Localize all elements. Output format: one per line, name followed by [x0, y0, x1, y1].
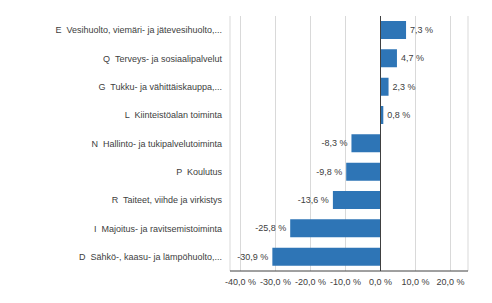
svg-text:R Taiteet, viihde ja virkisty: R Taiteet, viihde ja virkistys — [112, 195, 223, 205]
svg-text:10,0 %: 10,0 % — [401, 277, 429, 287]
svg-text:0,0 %: 0,0 % — [369, 277, 392, 287]
svg-text:N Hallinto- ja tukipalvelutoi: N Hallinto- ja tukipalvelutoiminta — [91, 139, 222, 149]
svg-text:L Kiinteistöalan toiminta: L Kiinteistöalan toiminta — [125, 110, 222, 120]
svg-text:0,8 %: 0,8 % — [387, 110, 410, 120]
svg-text:D Sähkö-, kaasu- ja lämpöhuol: D Sähkö-, kaasu- ja lämpöhuolto,... — [79, 252, 222, 262]
svg-text:-13,6 %: -13,6 % — [298, 195, 329, 205]
svg-text:7,3 %: 7,3 % — [410, 25, 433, 35]
svg-text:P Koulutus: P Koulutus — [176, 167, 222, 177]
svg-text:-8,3 %: -8,3 % — [321, 138, 347, 148]
svg-text:G Tukku- ja vähittäiskauppa,.: G Tukku- ja vähittäiskauppa,... — [98, 82, 222, 92]
svg-text:-30,9 %: -30,9 % — [237, 252, 268, 262]
svg-text:-20,0 %: -20,0 % — [295, 277, 326, 287]
svg-text:4,7 %: 4,7 % — [401, 53, 424, 63]
svg-text:-25,8 %: -25,8 % — [255, 223, 286, 233]
svg-text:-40,0 %: -40,0 % — [225, 277, 256, 287]
svg-text:I Majoitus- ja ravitsemistoim: I Majoitus- ja ravitsemistoiminta — [94, 224, 222, 234]
svg-text:2,3 %: 2,3 % — [393, 82, 416, 92]
svg-text:-9,8 %: -9,8 % — [316, 167, 342, 177]
svg-text:-10,0 %: -10,0 % — [330, 277, 361, 287]
svg-text:-30,0 %: -30,0 % — [260, 277, 291, 287]
svg-text:Q Terveys- ja sosiaalipalvelu: Q Terveys- ja sosiaalipalvelut — [103, 54, 222, 64]
svg-text:E Vesihuolto, viemäri- ja jät: E Vesihuolto, viemäri- ja jätevesihuolto… — [55, 25, 222, 35]
svg-text:20,0 %: 20,0 % — [436, 277, 464, 287]
